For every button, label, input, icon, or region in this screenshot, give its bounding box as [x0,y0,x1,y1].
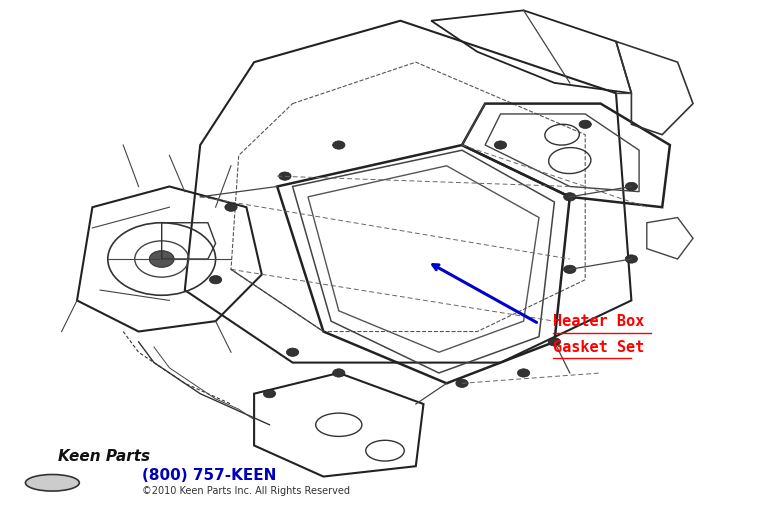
Circle shape [333,141,345,149]
Text: Heater Box: Heater Box [553,314,644,329]
Text: Keen Parts: Keen Parts [58,450,150,464]
Ellipse shape [25,474,79,491]
Circle shape [225,203,237,211]
Circle shape [548,338,561,346]
Circle shape [456,379,468,387]
Circle shape [579,120,591,128]
Circle shape [279,172,291,180]
Text: (800) 757-KEEN: (800) 757-KEEN [142,468,277,483]
Circle shape [286,348,299,356]
Circle shape [564,193,576,201]
Circle shape [149,251,174,267]
Circle shape [494,141,507,149]
Circle shape [517,369,530,377]
Circle shape [625,255,638,263]
Circle shape [333,369,345,377]
Text: ©2010 Keen Parts Inc. All Rights Reserved: ©2010 Keen Parts Inc. All Rights Reserve… [142,486,350,496]
Circle shape [209,276,222,284]
Circle shape [625,182,638,191]
Circle shape [263,390,276,398]
Text: Gasket Set: Gasket Set [553,340,644,355]
Circle shape [564,265,576,274]
